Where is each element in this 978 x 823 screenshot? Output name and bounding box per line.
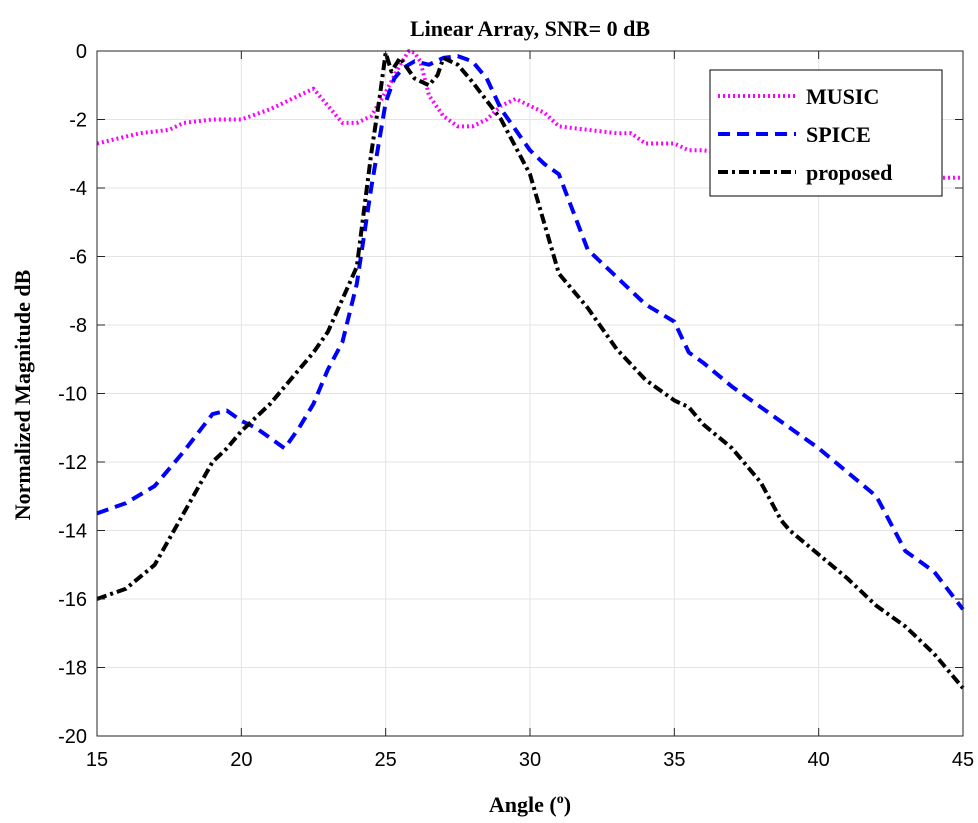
chart-title: Linear Array, SNR= 0 dB (410, 16, 650, 41)
y-tick-label: -18 (58, 658, 87, 680)
series-line-proposed (96, 50, 965, 690)
legend-label-music: MUSIC (806, 84, 879, 109)
legend: MUSIC SPICE proposed (709, 69, 943, 197)
plot-frame (96, 50, 964, 737)
x-tick-label: 35 (663, 749, 685, 771)
legend-label-proposed: proposed (806, 160, 892, 185)
x-tick-label: 45 (952, 749, 974, 771)
tick-labels: 15 20 25 30 35 40 45 0 -2 -4 -6 -8 -10 -12 -14 -16 -18 -2… (58, 41, 974, 771)
y-tick-label: -6 (69, 247, 87, 269)
x-tick-label: 25 (375, 749, 397, 771)
x-axis-label-superscript: o (557, 792, 564, 807)
y-tick-label: -4 (69, 178, 87, 200)
legend-label-spice: SPICE (806, 122, 871, 147)
x-axis-label-close: ) (564, 792, 571, 817)
y-tick-label: -8 (69, 315, 87, 337)
x-tick-label: 15 (86, 749, 108, 771)
data-series (96, 49, 965, 690)
series-line-spice (96, 54, 965, 611)
x-tick-label: 30 (519, 749, 541, 771)
plot-axes (96, 50, 964, 737)
y-tick-label: 0 (76, 41, 87, 63)
x-tick-label: 40 (808, 749, 830, 771)
x-tick-label: 20 (230, 749, 252, 771)
series-line-music (96, 49, 963, 180)
y-axis-label: Normalized Magnitude dB (10, 269, 35, 520)
y-tick-label: -10 (58, 384, 87, 406)
y-tick-label: -12 (58, 452, 87, 474)
y-tick-label: -20 (58, 726, 87, 748)
y-tick-label: -14 (58, 521, 87, 543)
x-axis-label: Angle (o) (489, 792, 571, 817)
y-tick-label: -2 (69, 110, 87, 132)
y-tick-label: -16 (58, 589, 87, 611)
x-axis-label-main: Angle ( (489, 792, 557, 817)
